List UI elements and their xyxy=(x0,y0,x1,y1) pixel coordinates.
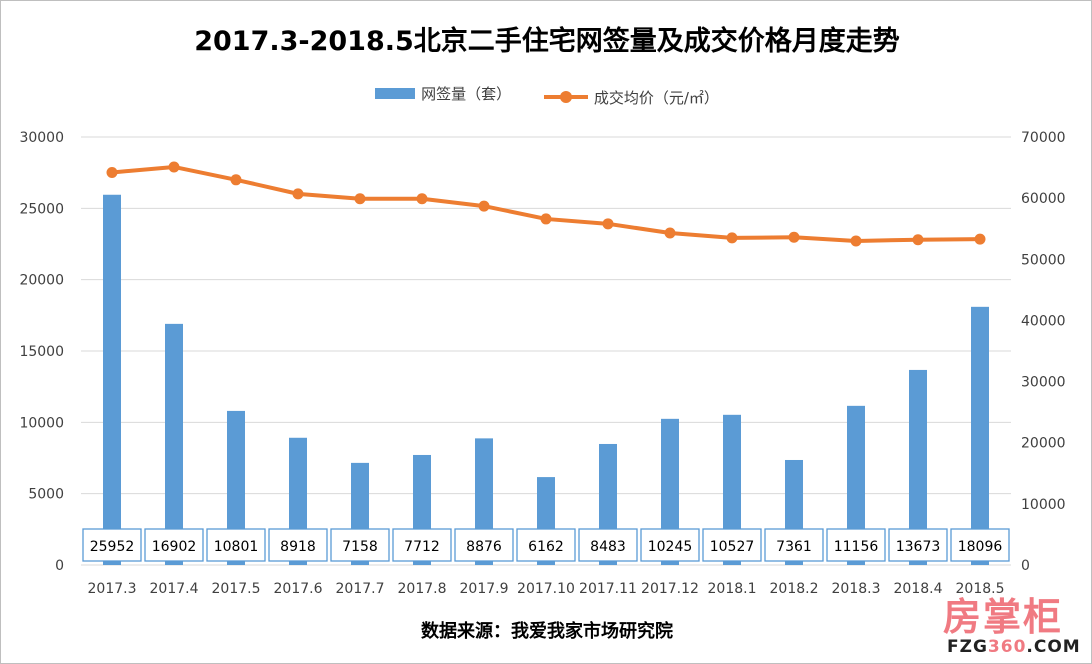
data-label: 8483 xyxy=(590,539,626,555)
data-label-box xyxy=(950,528,1010,562)
right-tick-label: 0 xyxy=(1021,558,1030,574)
price-point xyxy=(416,193,428,205)
data-label: 25952 xyxy=(90,539,135,555)
left-tick-label: 20000 xyxy=(19,273,64,289)
bar xyxy=(971,306,989,565)
data-label-box xyxy=(206,528,266,562)
data-label: 10245 xyxy=(648,539,693,555)
x-tick-label: 2018.4 xyxy=(894,581,943,597)
left-tick-label: 30000 xyxy=(19,130,64,146)
right-tick-label: 30000 xyxy=(1021,375,1066,391)
data-label-box xyxy=(454,528,514,562)
price-point xyxy=(168,161,180,173)
data-label: 7361 xyxy=(776,539,812,555)
data-label-box xyxy=(888,528,948,562)
watermark-logo: 房掌柜 FZG360.COM xyxy=(943,595,1081,657)
left-tick-label: 10000 xyxy=(19,415,64,431)
price-point xyxy=(850,235,862,247)
price-point xyxy=(292,188,304,200)
data-label: 18096 xyxy=(958,539,1003,555)
price-point xyxy=(788,231,800,243)
bar xyxy=(909,369,927,565)
price-line xyxy=(111,164,981,243)
price-point xyxy=(726,232,738,244)
legend-label: 网签量（套） xyxy=(421,85,512,103)
price-point xyxy=(974,233,986,245)
price-point xyxy=(540,213,552,225)
x-tick-label: 2018.2 xyxy=(770,581,819,597)
x-tick-label: 2017.6 xyxy=(274,581,323,597)
data-label-box xyxy=(826,528,886,562)
legend-bar-swatch xyxy=(375,88,416,99)
price-point xyxy=(354,193,366,205)
data-label: 8918 xyxy=(280,539,316,555)
x-tick-label: 2018.5 xyxy=(956,581,1005,597)
x-tick-label: 2018.3 xyxy=(832,581,881,597)
data-label-box xyxy=(82,528,142,562)
x-tick-label: 2017.12 xyxy=(641,581,699,597)
legend-item-line: 成交均价（元/㎡） xyxy=(543,87,719,108)
data-label: 8876 xyxy=(466,539,502,555)
data-label-box xyxy=(330,528,390,562)
legend-label: 成交均价（元/㎡） xyxy=(593,88,719,107)
right-tick-label: 10000 xyxy=(1021,497,1066,513)
left-tick-label: 5000 xyxy=(28,487,64,503)
price-point xyxy=(912,234,924,246)
legend-line-swatch xyxy=(543,91,588,103)
data-label-box xyxy=(702,528,762,562)
plot-area: 0 5000 10000 15000 20000 25000 30000 0 10000 2000… xyxy=(19,130,1066,597)
left-tick-label: 0 xyxy=(55,558,64,574)
data-label: 7158 xyxy=(342,539,378,555)
data-label: 16902 xyxy=(152,539,197,555)
data-label: 11156 xyxy=(834,539,879,555)
right-tick-label: 40000 xyxy=(1021,313,1066,329)
bar xyxy=(227,410,245,565)
price-point xyxy=(664,227,676,239)
data-label-box xyxy=(640,528,700,562)
data-label: 6162 xyxy=(528,539,564,555)
data-label-box xyxy=(144,528,204,562)
price-point xyxy=(478,200,490,212)
right-tick-label: 50000 xyxy=(1021,252,1066,268)
bar xyxy=(103,194,121,565)
data-label-box xyxy=(268,528,328,562)
price-point xyxy=(106,166,118,178)
x-tick-label: 2017.10 xyxy=(517,581,575,597)
data-label-box xyxy=(578,528,638,562)
legend-item-bar: 网签量（套） xyxy=(375,83,511,104)
right-tick-label: 60000 xyxy=(1021,191,1066,207)
x-tick-label: 2017.9 xyxy=(460,581,509,597)
data-label: 7712 xyxy=(404,539,440,555)
data-label: 10527 xyxy=(710,539,755,555)
left-tick-label: 15000 xyxy=(19,344,64,360)
bar xyxy=(847,405,865,565)
x-tick-label: 2017.8 xyxy=(398,581,447,597)
data-label: 13673 xyxy=(896,539,941,555)
x-tick-label: 2017.4 xyxy=(150,581,199,597)
bar xyxy=(165,323,183,565)
price-point xyxy=(602,218,614,230)
x-tick-label: 2017.11 xyxy=(579,581,637,597)
x-tick-label: 2017.3 xyxy=(88,581,137,597)
right-tick-label: 20000 xyxy=(1021,436,1066,452)
x-tick-label: 2018.1 xyxy=(708,581,757,597)
chart-title: 2017.3-2018.5北京二手住宅网签量及成交价格月度走势 xyxy=(194,26,900,57)
right-tick-label: 70000 xyxy=(1021,130,1066,146)
bar xyxy=(723,414,741,565)
x-tick-label: 2017.7 xyxy=(336,581,385,597)
price-point xyxy=(230,174,242,186)
data-label-box xyxy=(764,528,824,562)
source-note: 数据来源：我爱我家市场研究院 xyxy=(421,621,673,642)
data-label-box xyxy=(392,528,452,562)
x-tick-label: 2017.5 xyxy=(212,581,261,597)
data-label: 10801 xyxy=(214,539,259,555)
data-label-box xyxy=(516,528,576,562)
left-tick-label: 25000 xyxy=(19,201,64,217)
legend: 网签量（套） 成交均价（元/㎡） xyxy=(1,83,1091,108)
